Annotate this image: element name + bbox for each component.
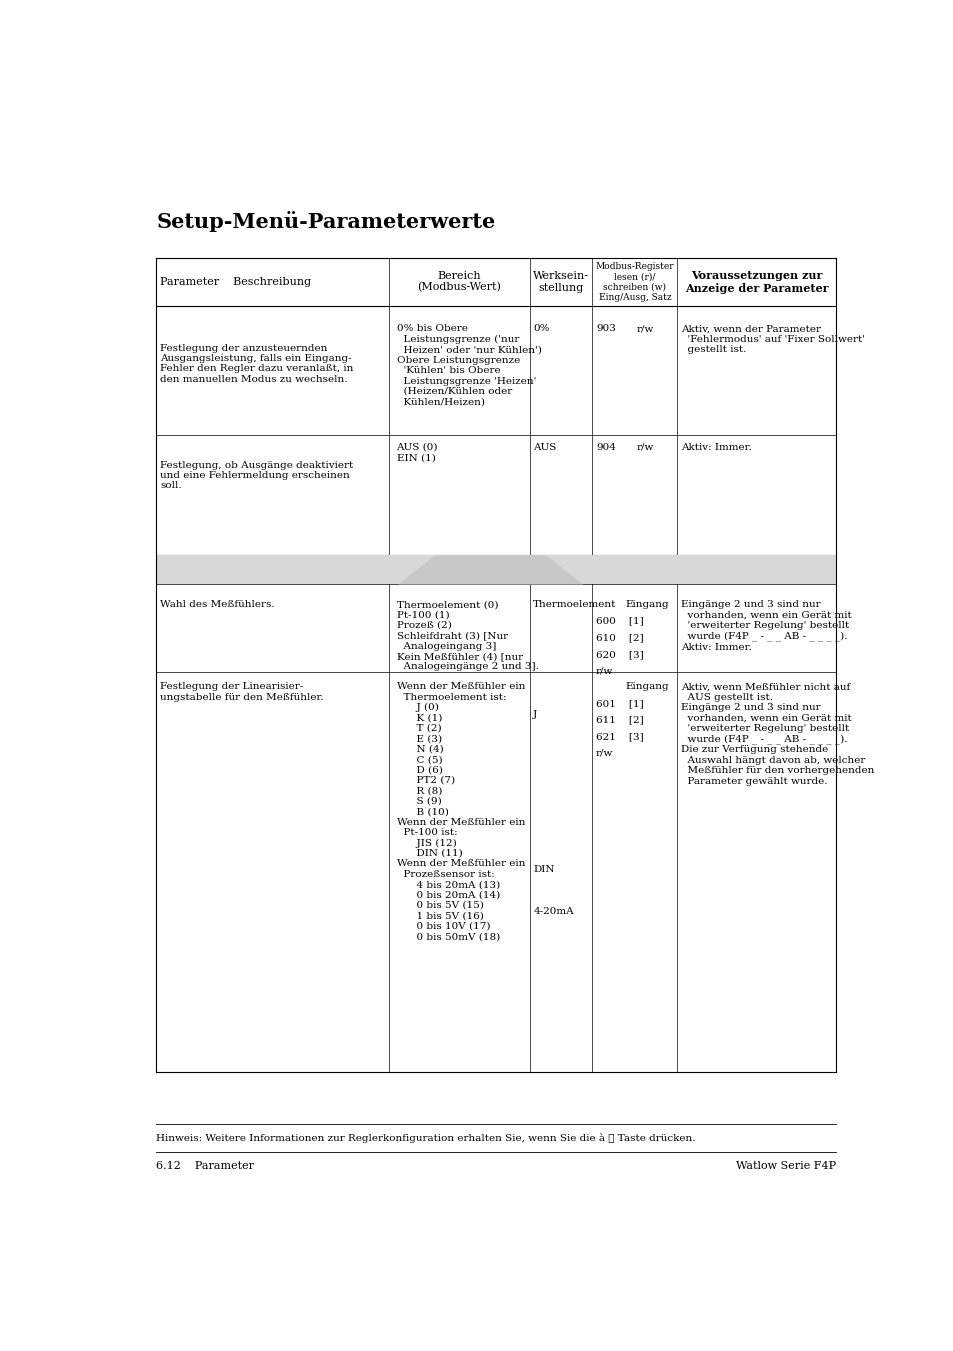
Text: Eingang: Eingang <box>625 682 669 692</box>
Text: Watlow Serie F4P: Watlow Serie F4P <box>736 1161 836 1171</box>
Text: 621    [3]: 621 [3] <box>596 732 643 742</box>
Text: r/w: r/w <box>637 443 654 453</box>
Text: Modbus-Register
lesen (r)/
schreiben (w)
Eing/Ausg, Satz: Modbus-Register lesen (r)/ schreiben (w)… <box>595 262 674 301</box>
Text: Setup-Menü-Parameterwerte: Setup-Menü-Parameterwerte <box>156 211 495 232</box>
Text: Thermoelement: Thermoelement <box>533 600 616 609</box>
Text: Werksein-
stellung: Werksein- stellung <box>533 272 588 293</box>
Text: Festlegung der Linearisier-
ungstabelle für den Meßfühler.: Festlegung der Linearisier- ungstabelle … <box>160 682 323 701</box>
Text: Eingänge 2 und 3 sind nur
  vorhanden, wenn ein Gerät mit
  'erweiterter Regelun: Eingänge 2 und 3 sind nur vorhanden, wen… <box>680 600 851 651</box>
Text: Eingang: Eingang <box>625 600 669 609</box>
Text: Hinweis: Weitere Informationen zur Reglerkonfiguration erhalten Sie, wenn Sie di: Hinweis: Weitere Informationen zur Regle… <box>156 1132 695 1143</box>
Polygon shape <box>398 555 582 585</box>
Text: r/w: r/w <box>596 666 613 676</box>
Text: 0%: 0% <box>533 324 549 334</box>
Text: DIN: DIN <box>533 865 555 874</box>
Text: r/w: r/w <box>596 748 613 758</box>
Text: 4-20mA: 4-20mA <box>533 907 574 916</box>
Text: Voraussetzungen zur
Anzeige der Parameter: Voraussetzungen zur Anzeige der Paramete… <box>684 270 828 293</box>
Text: Aktiv, wenn Meßfühler nicht auf
  AUS gestellt ist.
Eingänge 2 und 3 sind nur
  : Aktiv, wenn Meßfühler nicht auf AUS gest… <box>680 682 874 786</box>
Text: Aktiv, wenn der Parameter
  'Fehlermodus' auf 'Fixer Sollwert'
  gestellt ist.: Aktiv, wenn der Parameter 'Fehlermodus' … <box>680 324 864 354</box>
Text: Thermoelement (0)
Pt-100 (1)
Prozeß (2)
Schleifdraht (3) [Nur
  Analogeingang 3]: Thermoelement (0) Pt-100 (1) Prozeß (2) … <box>396 600 537 671</box>
Text: 904: 904 <box>596 443 616 453</box>
Text: 611    [2]: 611 [2] <box>596 716 643 724</box>
Text: Bereich
(Modbus-Wert): Bereich (Modbus-Wert) <box>417 270 500 293</box>
Text: Aktiv: Immer.: Aktiv: Immer. <box>680 443 751 453</box>
Text: Festlegung der anzusteuernden
Ausgangsleistung, falls ein Eingang-
Fehler den Re: Festlegung der anzusteuernden Ausgangsle… <box>160 343 353 384</box>
Text: 600    [1]: 600 [1] <box>596 616 643 626</box>
Text: Wahl des Meßfühlers.: Wahl des Meßfühlers. <box>160 600 274 609</box>
Text: Festlegung, ob Ausgänge deaktiviert
und eine Fehlermeldung erscheinen
soll.: Festlegung, ob Ausgänge deaktiviert und … <box>160 461 353 490</box>
Bar <box>156 555 836 585</box>
Text: 0% bis Obere
  Leistungsgrenze ('nur
  Heizen' oder 'nur Kühlen')
Obere Leistung: 0% bis Obere Leistungsgrenze ('nur Heize… <box>396 324 540 407</box>
Text: J: J <box>533 711 537 719</box>
Text: 903: 903 <box>596 324 616 334</box>
Text: AUS: AUS <box>533 443 557 453</box>
Text: Parameter    Beschreibung: Parameter Beschreibung <box>160 277 311 286</box>
Text: r/w: r/w <box>637 324 654 334</box>
Text: AUS (0)
EIN (1): AUS (0) EIN (1) <box>396 443 437 462</box>
Text: 601    [1]: 601 [1] <box>596 698 643 708</box>
Text: 620    [3]: 620 [3] <box>596 650 643 659</box>
Text: 6.12    Parameter: 6.12 Parameter <box>156 1161 253 1171</box>
Text: Wenn der Meßfühler ein
  Thermoelement ist:
      J (0)
      K (1)
      T (2)
: Wenn der Meßfühler ein Thermoelement ist… <box>396 682 524 942</box>
Text: 610    [2]: 610 [2] <box>596 634 643 642</box>
